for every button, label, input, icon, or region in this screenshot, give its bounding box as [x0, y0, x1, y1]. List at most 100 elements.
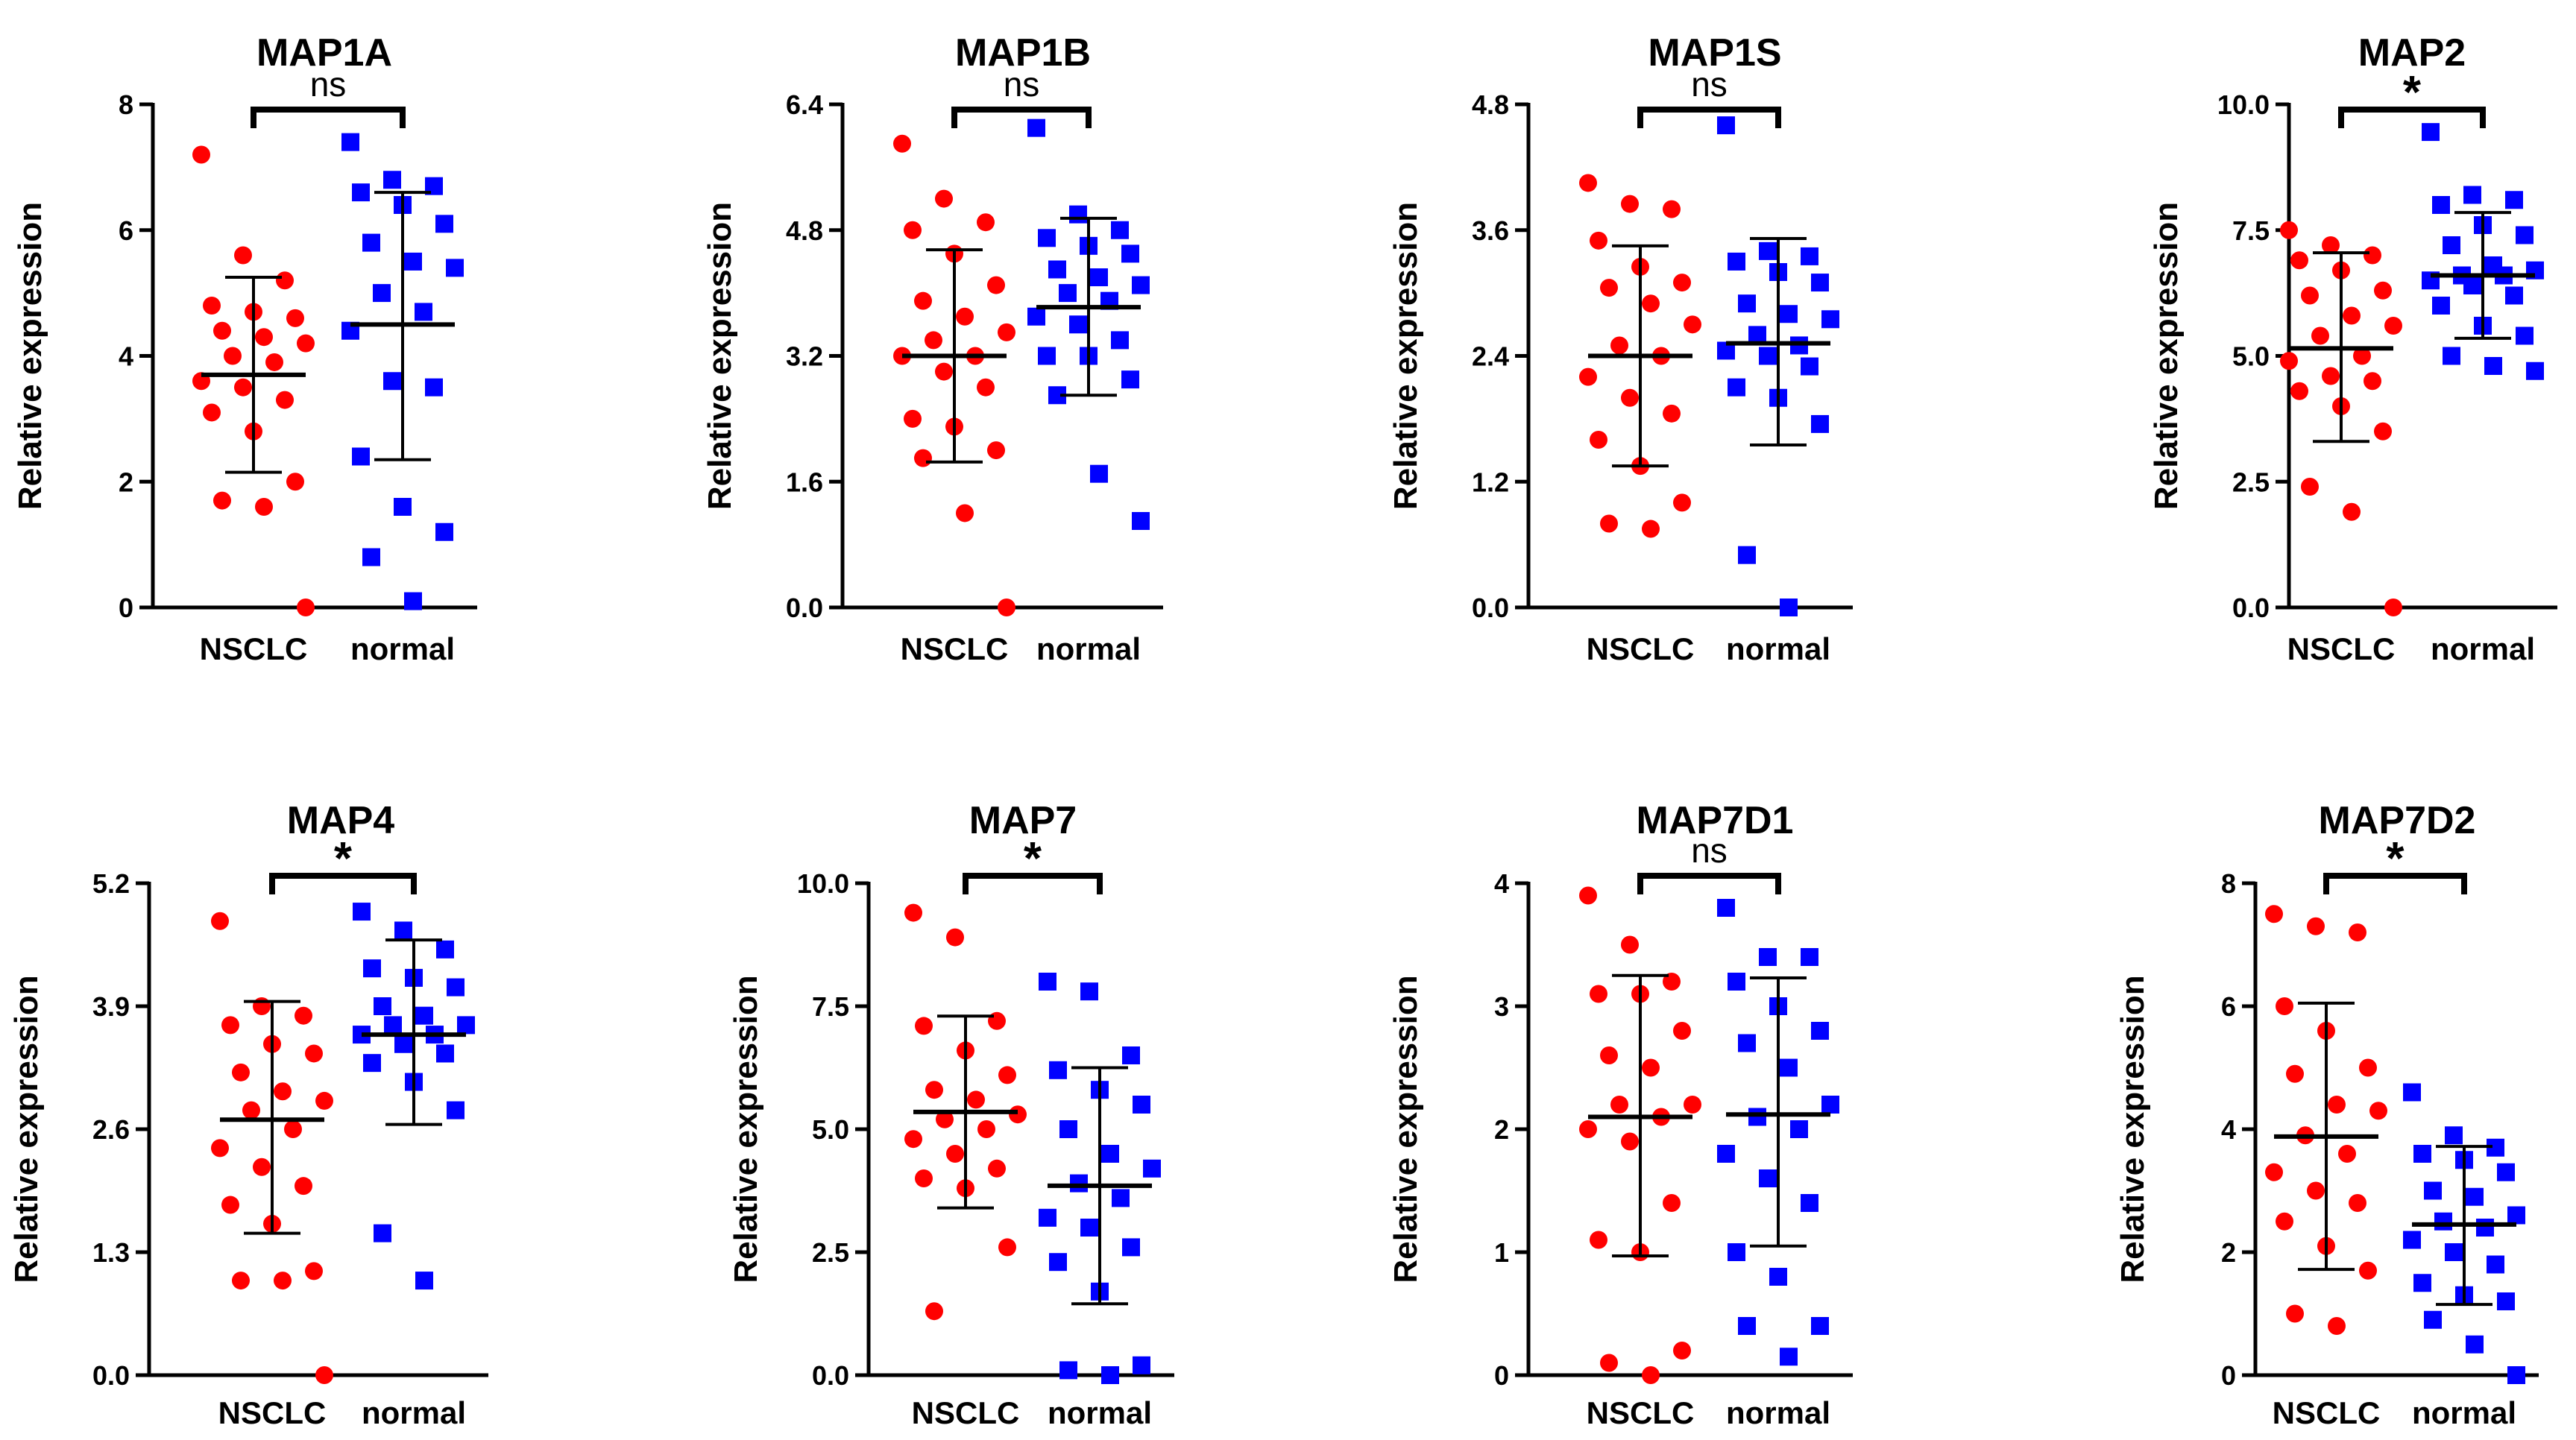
data-point [213, 491, 231, 510]
y-tick-label: 8 [2221, 868, 2236, 899]
data-point [998, 323, 1015, 341]
data-point [295, 1006, 312, 1025]
category-label-nsclc: NSCLC [901, 631, 1009, 666]
data-point [915, 1169, 933, 1187]
data-point [1780, 599, 1798, 616]
data-point [1684, 315, 1701, 334]
data-point [2307, 1181, 2325, 1200]
y-axis-label: Relative expression [728, 975, 764, 1283]
y-tick-label: 2 [1494, 1114, 1509, 1145]
data-point [2384, 317, 2402, 335]
data-point [1610, 336, 1628, 355]
data-point [404, 592, 422, 610]
data-point [255, 498, 273, 516]
significance-label: * [1024, 833, 1042, 885]
data-point [1663, 404, 1681, 423]
data-point [2476, 1219, 2494, 1237]
y-tick-label: 1.3 [92, 1237, 130, 1268]
data-point [1600, 279, 1618, 297]
category-label-nsclc: NSCLC [200, 631, 308, 666]
data-point [436, 1044, 454, 1063]
panel-title: MAP7D1 [1637, 799, 1794, 842]
y-tick-label: 0.0 [92, 1360, 130, 1391]
data-point [1621, 195, 1639, 213]
data-point [203, 403, 221, 422]
data-point [1600, 1046, 1618, 1064]
data-point [1579, 1120, 1597, 1138]
data-point [1579, 886, 1597, 905]
data-point [998, 1238, 1016, 1257]
data-point [224, 347, 242, 365]
category-label-nsclc: NSCLC [1587, 631, 1695, 666]
data-point [341, 133, 359, 151]
series-nsclc [1579, 886, 1701, 1384]
data-point [2507, 1366, 2525, 1384]
data-point [2516, 326, 2534, 345]
y-tick-label: 2 [119, 467, 133, 497]
data-point [1579, 174, 1597, 192]
data-point [1049, 1253, 1067, 1272]
y-tick-label: 2.5 [812, 1237, 849, 1268]
data-point [2322, 236, 2340, 254]
data-point [2265, 905, 2283, 923]
data-point [2307, 917, 2325, 935]
category-label-nsclc: NSCLC [2273, 1395, 2381, 1430]
data-point [2343, 306, 2361, 325]
panel-map4: MAP4* 0.0 1.3 2.6 3.9 5.2 Relative expression N… [8, 799, 488, 1430]
data-point [276, 391, 294, 409]
data-point [265, 353, 283, 371]
data-point [987, 276, 1005, 294]
data-point [1769, 1268, 1787, 1286]
data-point [1759, 1169, 1777, 1187]
category-label-normal: normal [1726, 1395, 1830, 1430]
data-point [1122, 1238, 1140, 1257]
data-point [305, 1262, 323, 1280]
y-axis-label: Relative expression [1388, 202, 1424, 510]
data-point [1728, 252, 1745, 271]
data-point [1080, 982, 1098, 1001]
data-point [1728, 378, 1745, 397]
y-tick-label: 5.2 [92, 868, 130, 899]
data-point [435, 215, 453, 233]
data-point [946, 928, 964, 947]
data-point [1801, 948, 1818, 966]
data-point [2432, 297, 2450, 315]
data-point [415, 1006, 433, 1025]
data-point [1801, 1194, 1818, 1212]
data-point [1748, 1108, 1766, 1126]
y-axis-label: Relative expression [12, 202, 48, 510]
data-point [297, 334, 315, 353]
data-point [1717, 1145, 1735, 1163]
data-point [2374, 281, 2392, 300]
data-point [1143, 1159, 1161, 1178]
data-point [1009, 1105, 1027, 1124]
data-point [457, 1016, 475, 1035]
data-point [286, 473, 304, 491]
data-point [1090, 268, 1108, 287]
data-point [1112, 1189, 1130, 1207]
data-point [2359, 1261, 2377, 1280]
data-point [2445, 1126, 2463, 1145]
panel-title: MAP7 [969, 799, 1077, 842]
significance-label: * [334, 833, 353, 885]
data-point [987, 441, 1005, 460]
data-point [352, 183, 370, 202]
y-tick-label: 5.0 [812, 1114, 849, 1145]
data-point [447, 1101, 465, 1120]
data-point [1069, 315, 1087, 334]
data-point [221, 1016, 239, 1035]
data-point [1642, 520, 1660, 538]
data-point [274, 1082, 292, 1101]
data-point [255, 328, 273, 347]
y-tick-label: 2.5 [2232, 467, 2270, 497]
data-point [1717, 116, 1735, 135]
data-point [213, 321, 231, 340]
data-point [1122, 1046, 1140, 1064]
data-point [211, 1139, 229, 1158]
data-point [1027, 119, 1045, 137]
data-point [1728, 973, 1745, 991]
data-point [394, 921, 412, 940]
data-point [2290, 251, 2308, 270]
data-point [284, 1120, 302, 1138]
